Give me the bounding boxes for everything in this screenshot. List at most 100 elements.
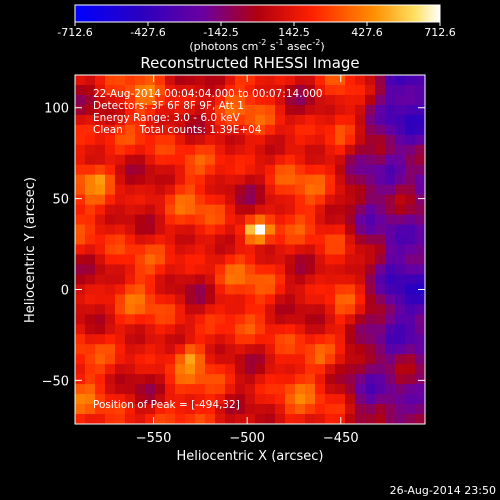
heatmap-cell: [395, 254, 406, 266]
heatmap-cell: [335, 244, 346, 256]
heatmap-cell: [375, 364, 386, 375]
heatmap-cell: [105, 254, 116, 266]
heatmap-cell: [315, 364, 326, 375]
heatmap-cell: [125, 234, 136, 246]
heatmap-cell: [365, 224, 376, 236]
heatmap-cell: [395, 154, 406, 166]
heatmap-cell: [185, 334, 196, 345]
heatmap-cell: [245, 94, 256, 106]
heatmap-cell: [115, 204, 126, 216]
heatmap-cell: [205, 284, 216, 295]
heatmap-cell: [395, 354, 406, 365]
heatmap-cell: [335, 164, 346, 176]
heatmap-cell: [305, 394, 316, 405]
heatmap-cell: [245, 304, 256, 315]
heatmap-cell: [175, 334, 186, 345]
heatmap-cell: [335, 204, 346, 216]
heatmap-cell: [375, 214, 386, 226]
heatmap-cell: [125, 324, 136, 335]
heatmap-cell: [235, 324, 246, 335]
heatmap-cell: [415, 274, 425, 285]
heatmap-cell: [145, 134, 156, 146]
heatmap-cell: [395, 414, 406, 424]
heatmap-cell: [235, 104, 246, 116]
heatmap-cell: [85, 374, 96, 385]
heatmap-cell: [375, 194, 386, 206]
heatmap-cell: [375, 164, 386, 176]
heatmap-cell: [255, 234, 266, 246]
heatmap-cell: [135, 314, 146, 325]
heatmap-cell: [415, 134, 425, 146]
heatmap-cell: [305, 224, 316, 236]
heatmap-cell: [405, 404, 416, 415]
heatmap-cell: [105, 324, 116, 335]
heatmap-cell: [355, 75, 366, 86]
heatmap-cell: [365, 414, 376, 424]
heatmap-cell: [355, 164, 366, 176]
heatmap-cell: [345, 254, 356, 266]
colorbar-ticks: [74, 22, 441, 26]
heatmap-cell: [295, 154, 306, 166]
heatmap-cell: [405, 394, 416, 405]
heatmap-cell: [305, 174, 316, 186]
heatmap-cell: [255, 124, 266, 136]
heatmap-cell: [195, 414, 206, 424]
heatmap-cell: [285, 294, 296, 305]
heatmap-cell: [125, 244, 136, 256]
heatmap-cell: [245, 254, 256, 266]
heatmap-cell: [145, 124, 156, 136]
heatmap-cell: [125, 154, 136, 166]
heatmap-cell: [405, 354, 416, 365]
heatmap-cell: [305, 114, 316, 126]
heatmap-cell: [285, 134, 296, 146]
heatmap-cell: [135, 354, 146, 365]
heatmap-cell: [205, 154, 216, 166]
heatmap-cell: [235, 314, 246, 325]
heatmap-cell: [405, 344, 416, 355]
heatmap-cell: [355, 214, 366, 226]
heatmap-cell: [245, 244, 256, 256]
heatmap-cell: [355, 274, 366, 285]
heatmap-cell: [405, 214, 416, 226]
heatmap-cell: [325, 84, 336, 96]
heatmap-cell: [285, 404, 296, 415]
heatmap-cell: [405, 144, 416, 156]
heatmap-cell: [255, 264, 266, 276]
heatmap-cell: [75, 134, 86, 146]
heatmap-cell: [355, 154, 366, 166]
heatmap-cell: [335, 294, 346, 305]
heatmap-cell: [375, 134, 386, 146]
heatmap-cell: [335, 194, 346, 206]
heatmap-cell: [265, 414, 276, 424]
heatmap-cell: [165, 134, 176, 146]
heatmap-cell: [165, 374, 176, 385]
heatmap-cell: [345, 104, 356, 116]
heatmap-cell: [315, 404, 326, 415]
heatmap-cell: [355, 134, 366, 146]
heatmap-cell: [215, 84, 226, 96]
heatmap-cell: [315, 144, 326, 156]
heatmap-cell: [375, 264, 386, 276]
heatmap-cell: [205, 75, 216, 86]
heatmap-cell: [175, 244, 186, 256]
heatmap-cell: [145, 394, 156, 405]
heatmap-cell: [195, 284, 206, 295]
heatmap-cell: [195, 384, 206, 395]
heatmap-cell: [335, 354, 346, 365]
heatmap-cell: [355, 374, 366, 385]
heatmap-cell: [215, 374, 226, 385]
heatmap-cell: [415, 264, 425, 276]
heatmap-cell: [95, 84, 106, 96]
x-axis-label: Heliocentric X (arcsec): [177, 449, 324, 464]
heatmap-cell: [125, 294, 136, 305]
heatmap-cell: [275, 134, 286, 146]
heatmap-cell: [185, 114, 196, 126]
heatmap-cell: [165, 174, 176, 186]
heatmap-cell: [225, 184, 236, 196]
heatmap-cell: [245, 184, 256, 196]
heatmap-cell: [415, 234, 425, 246]
heatmap-cell: [375, 234, 386, 246]
heatmap-cell: [355, 384, 366, 395]
heatmap-cell: [115, 214, 126, 226]
heatmap-cell: [395, 114, 406, 126]
